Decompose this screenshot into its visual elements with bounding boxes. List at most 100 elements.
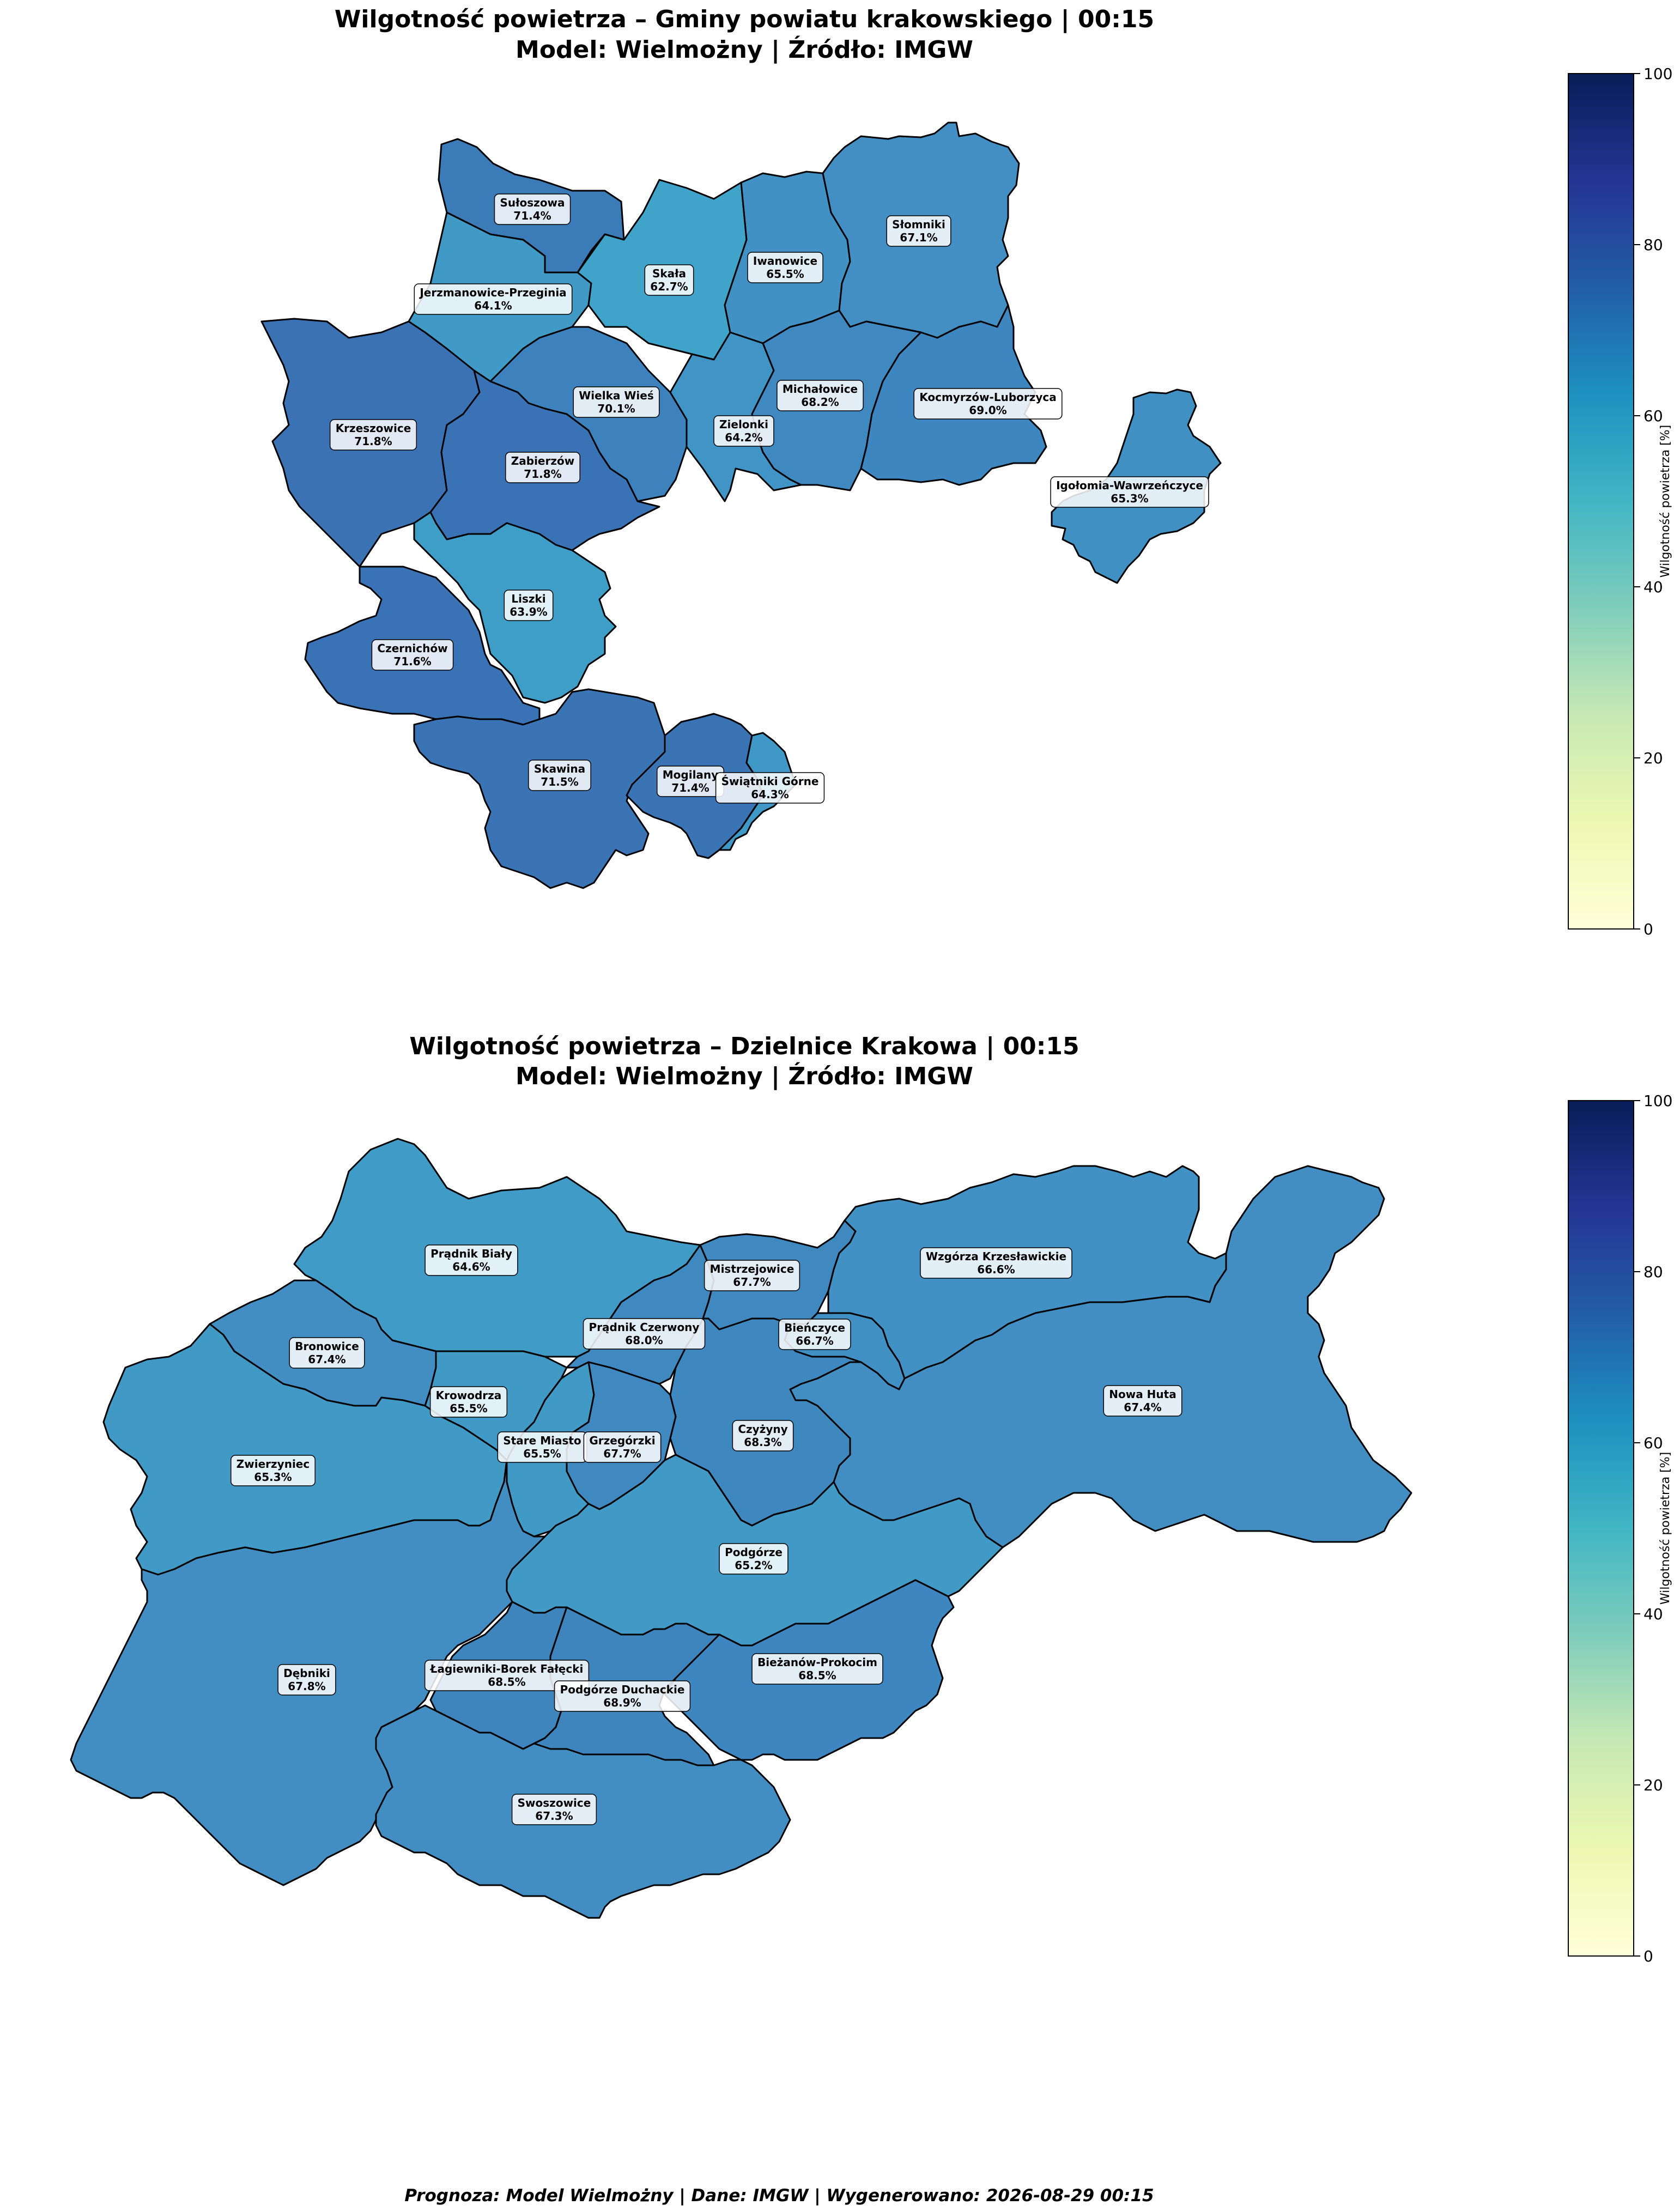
region-label-name: Słomniki	[892, 218, 945, 231]
region-label-value: 69.0%	[969, 404, 1006, 417]
region-label-name: Bronowice	[295, 1340, 359, 1353]
region-label-name: Liszki	[511, 592, 545, 605]
region-label-name: Wzgórza Krzesławickie	[926, 1250, 1066, 1263]
region-label-value: 67.8%	[288, 1680, 325, 1693]
region-label-value: 67.4%	[308, 1353, 345, 1366]
region-label-name: Skawina	[534, 762, 585, 775]
region-label-value: 71.4%	[671, 781, 709, 794]
region-label-name: Iwanowice	[753, 254, 817, 268]
region-label-name: Bieżanów-Prokocim	[757, 1656, 877, 1669]
colorbar-2-label: Wilgotność powietrza [%]	[1659, 1452, 1672, 1605]
region-label-box	[747, 252, 823, 283]
region-label-box	[913, 388, 1063, 420]
region-label-value: 64.6%	[452, 1260, 490, 1273]
region-label-value: 63.9%	[510, 605, 547, 618]
region-label-name: Krzeszowice	[336, 422, 411, 435]
region-label-name: Łagiewniki-Borek Fałęcki	[430, 1662, 584, 1675]
region-label-box	[511, 1794, 597, 1825]
map-dzielnice	[70, 1138, 1412, 1919]
colorbar-tick-label: 80	[1643, 1263, 1663, 1281]
region-label-value: 71.4%	[513, 209, 551, 222]
region-label-box	[371, 639, 454, 671]
region-label-box	[583, 1318, 706, 1350]
region-label-name: Mogilany	[663, 768, 718, 781]
colorbar-2-ticks: 0 20 40 60 80 100	[1634, 1092, 1672, 1965]
region-label-value: 68.9%	[603, 1696, 641, 1709]
region-label-value: 68.3%	[744, 1436, 781, 1449]
region-label-name: Igołomia-Wawrzeńczyce	[1056, 479, 1203, 492]
region-label-value: 67.7%	[603, 1447, 641, 1460]
region-label-value: 62.7%	[650, 280, 688, 293]
region-label-name: Swoszowice	[518, 1796, 591, 1809]
region-label-box	[528, 760, 591, 791]
region-label-value: 68.5%	[488, 1675, 525, 1688]
region-label-value: 71.5%	[541, 775, 578, 788]
region-label-value: 65.3%	[1111, 492, 1148, 505]
map-gminy	[260, 122, 1222, 889]
colorbar-1-ticks: 0 20 40 60 80 100	[1634, 65, 1672, 938]
region-label-box	[644, 264, 694, 296]
region-label-box	[554, 1680, 691, 1712]
region-label-name: Nowa Huta	[1109, 1388, 1176, 1401]
region-nowa-huta[interactable]	[789, 1165, 1412, 1548]
region-label-name: Zabierzów	[511, 454, 574, 467]
region-label-box	[494, 193, 571, 225]
region-label-name: Podgórze	[725, 1546, 783, 1559]
colorbar-tick-label: 0	[1643, 920, 1653, 938]
footer-caption: Prognoza: Model Wielmożny | Dane: IMGW |…	[404, 2186, 1154, 2206]
region-label-value: 64.3%	[751, 788, 789, 801]
region-label-name: Zwierzyniec	[236, 1457, 310, 1471]
region-label-box	[329, 419, 417, 451]
colorbar-tick-label: 100	[1643, 65, 1672, 83]
region-label-name: Czernichów	[377, 642, 447, 655]
region-label-value: 65.3%	[254, 1471, 292, 1484]
region-label-name: Stare Miasto	[503, 1434, 581, 1447]
region-label-box	[1050, 476, 1209, 508]
region-label-name: Prądnik Biały	[430, 1247, 512, 1260]
colorbar-tick-label: 100	[1643, 1092, 1672, 1110]
region-label-name: Sułoszowa	[500, 196, 565, 209]
panel-1-title-line-1: Wilgotność powietrza – Gminy powiatu kra…	[335, 5, 1154, 33]
region-label-name: Skała	[652, 267, 686, 280]
region-label-value: 65.5%	[766, 268, 804, 281]
region-label-name: Prądnik Czerwony	[589, 1321, 700, 1334]
labels-gminy: Sułoszowa71.4%Jerzmanowice-Przeginia64.1…	[329, 193, 1209, 804]
colorbar-2-bar	[1568, 1100, 1634, 1957]
region-label-box	[920, 1247, 1072, 1279]
region-label-value: 71.6%	[393, 655, 431, 668]
panel-1-title-line-2: Model: Wielmożny | Źródło: IMGW	[515, 35, 973, 64]
region-label-value: 66.7%	[796, 1334, 833, 1347]
colorbar-tick-label: 20	[1643, 749, 1663, 767]
region-label-value: 67.3%	[535, 1809, 573, 1823]
region-label-box	[277, 1664, 336, 1696]
region-label-value: 67.7%	[733, 1275, 771, 1289]
region-label-box	[778, 1319, 851, 1350]
panel-2-title-line-1: Wilgotność powietrza – Dzielnice Krakowa…	[409, 1032, 1079, 1060]
region-label-name: Wielka Wieś	[579, 389, 653, 402]
